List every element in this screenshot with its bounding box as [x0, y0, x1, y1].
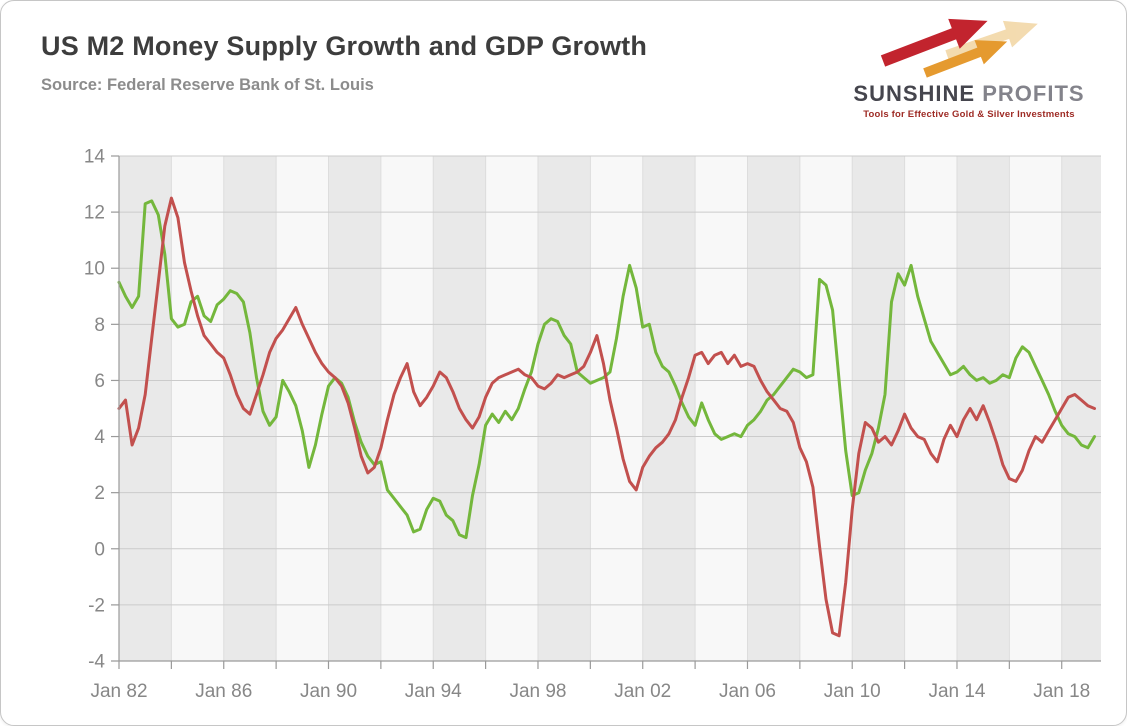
chart-header: US M2 Money Supply Growth and GDP Growth…	[41, 31, 647, 95]
plot-stripe	[223, 156, 277, 661]
x-axis-label: Jan 10	[824, 681, 881, 702]
y-axis-label: 12	[84, 203, 105, 224]
plot-stripe	[590, 156, 643, 661]
y-axis-label: 8	[94, 315, 105, 336]
x-axis-label: Jan 90	[300, 681, 357, 702]
x-axis-label: Jan 98	[509, 681, 566, 702]
logo-arrows-icon	[880, 18, 1038, 78]
page-title: US M2 Money Supply Growth and GDP Growth	[41, 31, 648, 61]
logo-wordmark: SUNSHINE PROFITS	[844, 81, 1094, 107]
x-axis-label: Jan 14	[928, 681, 985, 702]
plot-stripe	[642, 156, 696, 661]
source-label: Source: Federal Reserve Bank of St. Loui…	[41, 76, 374, 94]
x-axis-label: Jan 18	[1033, 681, 1090, 702]
plot-stripe	[747, 156, 800, 661]
y-axis-label: 14	[84, 147, 106, 168]
y-axis-label: -4	[88, 652, 105, 673]
y-axis-label: -2	[88, 595, 105, 616]
x-axis-label: Jan 06	[719, 681, 776, 702]
x-axis-label: Jan 94	[405, 681, 462, 702]
y-axis-label: 0	[94, 539, 105, 560]
logo-word-sunshine: SUNSHINE	[853, 81, 976, 106]
plot-stripe	[904, 156, 957, 661]
sunshine-profits-logo: SUNSHINE PROFITS Tools for Effective Gol…	[844, 15, 1094, 120]
plot-stripe	[852, 156, 905, 661]
y-axis-label: 2	[94, 483, 105, 504]
y-axis-label: 10	[84, 259, 105, 280]
gdp-growth-line	[117, 196, 1096, 638]
plot-stripe	[799, 156, 853, 661]
y-axis-label: 6	[94, 371, 105, 392]
logo-tagline: Tools for Effective Gold & Silver Invest…	[863, 109, 1075, 120]
y-axis-label: 4	[94, 427, 105, 448]
plot-stripe	[485, 156, 538, 661]
plot-stripe	[380, 156, 434, 661]
plot-stripe	[328, 156, 381, 661]
plot-stripe	[276, 156, 329, 661]
logo-word-profits: PROFITS	[982, 81, 1085, 106]
plot-stripe	[537, 156, 591, 661]
x-axis-label: Jan 86	[195, 681, 252, 702]
x-axis-label: Jan 02	[614, 681, 671, 702]
x-axis-label: Jan 82	[90, 681, 147, 702]
line-chart: 14 12 10 8 6 4 2 0 -2 -4 Jan 82 Jan 86 Jan 90 Jan 94 J…	[84, 147, 1101, 702]
